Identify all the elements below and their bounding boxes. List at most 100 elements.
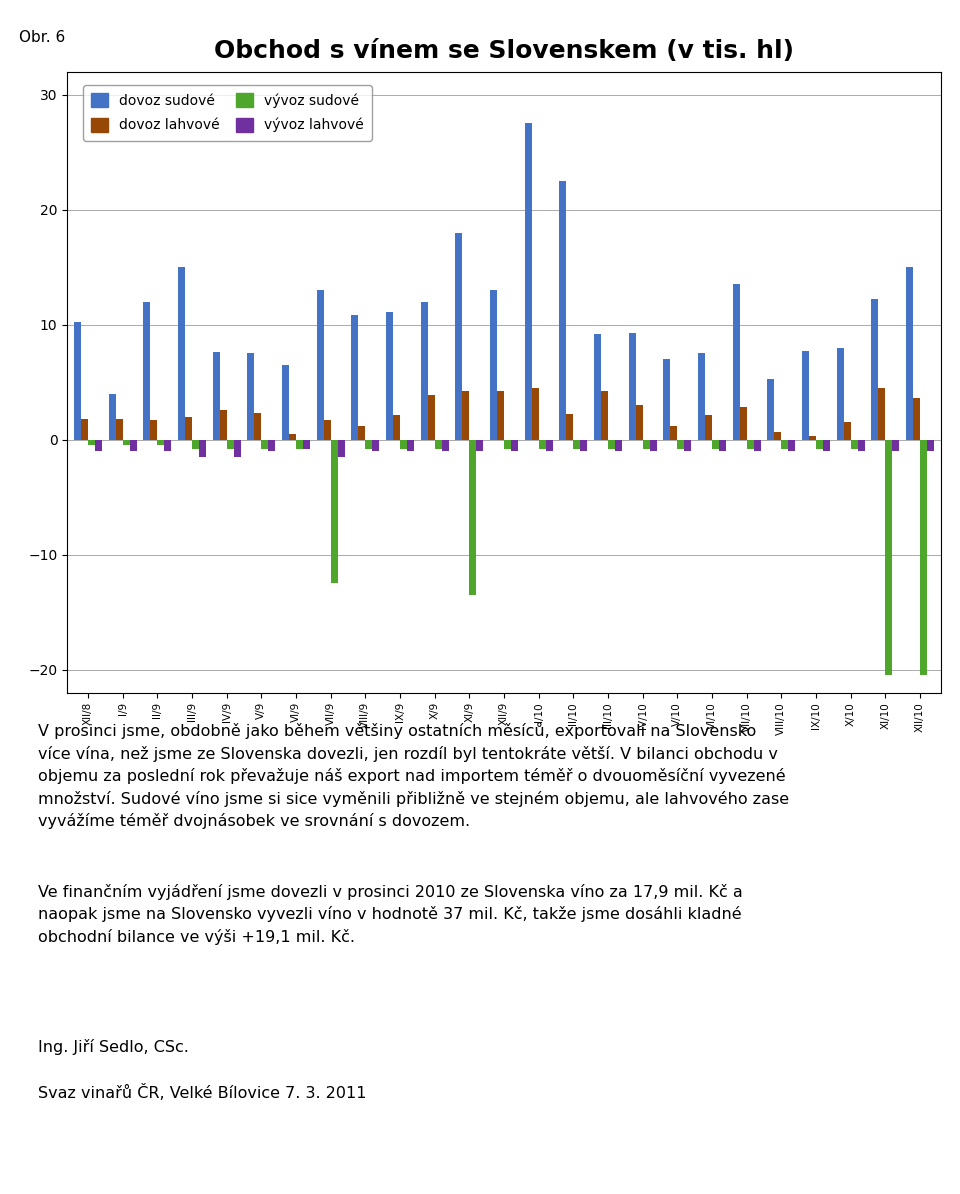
Bar: [289, 433, 296, 439]
Bar: [566, 414, 573, 439]
Bar: [767, 378, 775, 439]
Bar: [330, 439, 338, 584]
Text: Ve finančním vyjádření jsme dovezli v prosinci 2010 ze Slovenska víno za 17,9 mi: Ve finančním vyjádření jsme dovezli v pr…: [38, 884, 743, 944]
Bar: [712, 439, 719, 449]
Bar: [545, 439, 553, 451]
Bar: [157, 439, 164, 445]
Bar: [560, 180, 566, 439]
Bar: [573, 439, 580, 449]
Bar: [678, 439, 684, 449]
Bar: [816, 439, 823, 449]
Legend: dovoz sudové, dovoz lahvové, vývoz sudové, vývoz lahvové: dovoz sudové, dovoz lahvové, vývoz sudov…: [83, 85, 372, 141]
Bar: [851, 439, 857, 449]
Text: V prosinci jsme, obdobně jako během většiny ostatních měsíců, exportovali na Slo: V prosinci jsme, obdobně jako během větš…: [38, 722, 789, 830]
Bar: [261, 439, 268, 449]
Bar: [823, 439, 829, 451]
Bar: [525, 123, 532, 439]
Bar: [719, 439, 726, 451]
Bar: [636, 405, 642, 439]
Bar: [123, 439, 130, 445]
Bar: [469, 439, 476, 595]
Bar: [254, 413, 261, 439]
Bar: [74, 322, 81, 439]
Bar: [81, 419, 88, 439]
Bar: [400, 439, 407, 449]
Bar: [511, 439, 517, 451]
Bar: [442, 439, 448, 451]
Bar: [775, 431, 781, 439]
Bar: [504, 439, 511, 449]
Bar: [428, 395, 435, 439]
Bar: [803, 351, 809, 439]
Text: Ing. Jiří Sedlo, CSc.: Ing. Jiří Sedlo, CSc.: [38, 1039, 189, 1054]
Bar: [164, 439, 171, 451]
Bar: [629, 333, 636, 439]
Bar: [608, 439, 615, 449]
Bar: [227, 439, 233, 449]
Bar: [837, 347, 844, 439]
Bar: [179, 267, 185, 439]
Bar: [338, 439, 345, 457]
Bar: [213, 352, 220, 439]
Text: Obr. 6: Obr. 6: [19, 30, 65, 45]
Bar: [296, 439, 303, 449]
Bar: [892, 439, 900, 451]
Bar: [747, 439, 754, 449]
Bar: [594, 334, 601, 439]
Bar: [601, 392, 608, 439]
Bar: [95, 439, 102, 451]
Bar: [754, 439, 760, 451]
Bar: [435, 439, 442, 449]
Bar: [650, 439, 657, 451]
Bar: [151, 420, 157, 439]
Bar: [532, 388, 539, 439]
Bar: [393, 416, 400, 439]
Bar: [857, 439, 865, 451]
Bar: [282, 365, 289, 439]
Bar: [684, 439, 691, 451]
Bar: [420, 302, 428, 439]
Bar: [663, 359, 670, 439]
Bar: [324, 420, 330, 439]
Bar: [199, 439, 205, 457]
Bar: [268, 439, 276, 451]
Bar: [248, 353, 254, 439]
Bar: [351, 315, 358, 439]
Bar: [372, 439, 379, 451]
Bar: [386, 312, 393, 439]
Bar: [185, 417, 192, 439]
Bar: [698, 353, 705, 439]
Bar: [580, 439, 588, 451]
Bar: [906, 267, 913, 439]
Bar: [844, 423, 851, 439]
Bar: [732, 284, 740, 439]
Bar: [220, 410, 227, 439]
Bar: [303, 439, 310, 449]
Bar: [130, 439, 136, 451]
Bar: [407, 439, 414, 451]
Bar: [233, 439, 241, 457]
Bar: [809, 436, 816, 439]
Bar: [781, 439, 788, 449]
Bar: [615, 439, 622, 451]
Title: Obchod s vínem se Slovenskem (v tis. hl): Obchod s vínem se Slovenskem (v tis. hl): [214, 38, 794, 63]
Bar: [317, 290, 324, 439]
Bar: [920, 439, 927, 676]
Bar: [463, 392, 469, 439]
Bar: [740, 407, 747, 439]
Bar: [143, 302, 151, 439]
Bar: [927, 439, 934, 451]
Bar: [872, 300, 878, 439]
Bar: [705, 416, 712, 439]
Bar: [108, 394, 116, 439]
Bar: [878, 388, 885, 439]
Bar: [539, 439, 545, 449]
Bar: [88, 439, 95, 445]
Bar: [642, 439, 650, 449]
Bar: [116, 419, 123, 439]
Text: Svaz vinařů ČR, Velké Bílovice 7. 3. 2011: Svaz vinařů ČR, Velké Bílovice 7. 3. 201…: [38, 1084, 367, 1101]
Bar: [497, 392, 504, 439]
Bar: [476, 439, 483, 451]
Bar: [455, 233, 463, 439]
Bar: [788, 439, 795, 451]
